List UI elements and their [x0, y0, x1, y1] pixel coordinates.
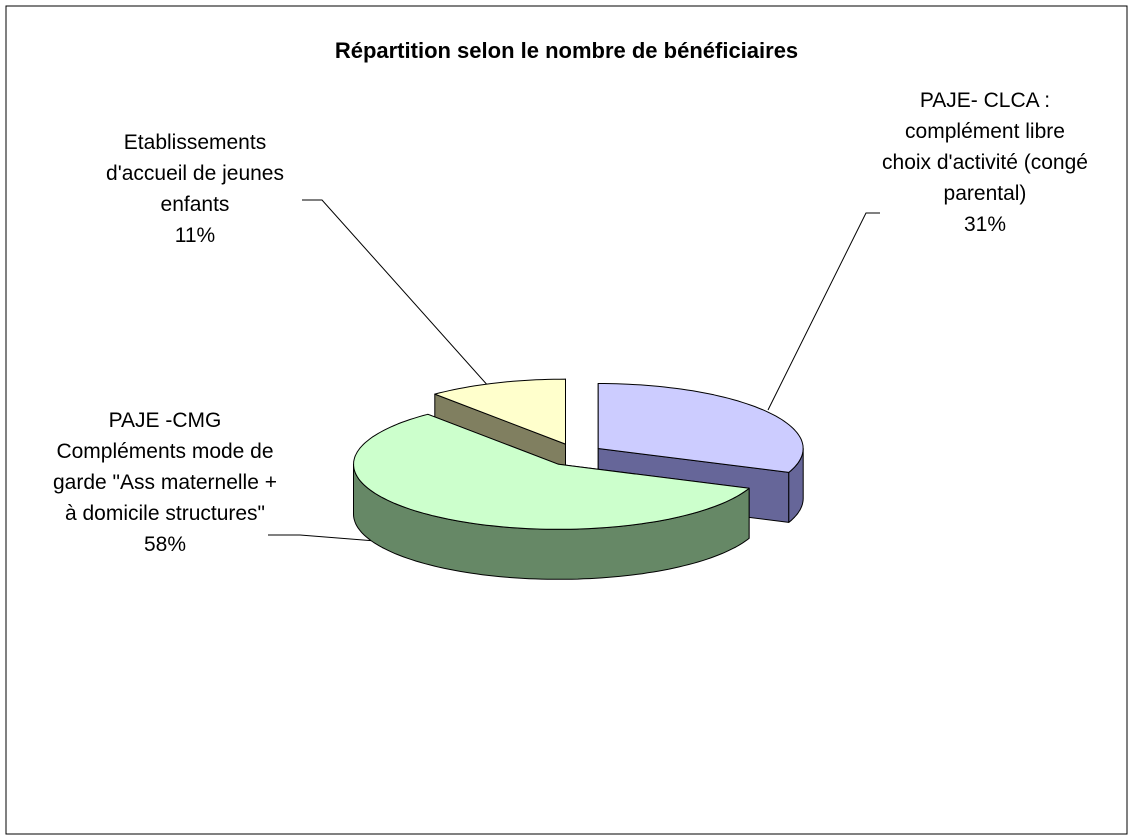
- slice-top: [434, 378, 566, 445]
- slice-top: [597, 383, 804, 473]
- leader-line: [767, 212, 880, 411]
- value-label: 11%: [174, 224, 216, 247]
- chart-title: Répartition selon le nombre de bénéficia…: [334, 38, 799, 63]
- category-label: PAJE -CMG Compléments mode de garde "Ass…: [53, 409, 277, 525]
- value-label: 58%: [143, 533, 187, 556]
- category-label: PAJE- CLCA : complément libre choix d'ac…: [882, 89, 1088, 205]
- value-label: 31%: [963, 213, 1007, 236]
- slice-label: PAJE -CMG Compléments mode de garde "Ass…: [50, 405, 280, 560]
- slice-top: [353, 413, 750, 530]
- slice-label: PAJE- CLCA : complément libre choix d'ac…: [880, 85, 1090, 240]
- leader-line: [302, 199, 491, 389]
- category-label: Etablissements d'accueil de jeunes enfan…: [106, 131, 284, 216]
- slice-label: Etablissements d'accueil de jeunes enfan…: [85, 127, 305, 251]
- frame: [5, 5, 1128, 835]
